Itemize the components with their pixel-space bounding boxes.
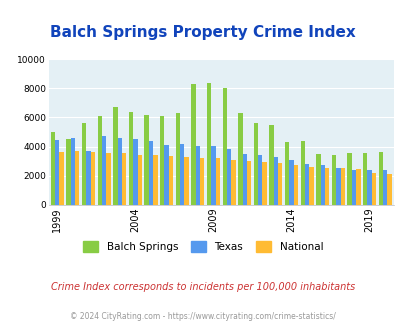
Bar xyxy=(179,144,184,205)
Bar xyxy=(90,152,95,205)
Bar xyxy=(331,155,335,205)
Bar xyxy=(289,160,293,205)
Bar xyxy=(153,154,157,205)
Bar xyxy=(195,146,200,205)
Bar xyxy=(242,154,246,205)
Bar xyxy=(70,138,75,205)
Bar xyxy=(207,82,211,205)
Bar xyxy=(231,160,235,205)
Bar xyxy=(113,107,117,205)
Bar xyxy=(371,173,375,205)
Bar xyxy=(106,153,111,205)
Bar xyxy=(51,132,55,205)
Bar xyxy=(315,154,320,205)
Bar xyxy=(184,157,188,205)
Bar xyxy=(293,165,297,205)
Bar xyxy=(117,138,121,205)
Bar xyxy=(226,149,231,205)
Bar xyxy=(273,157,277,205)
Bar xyxy=(258,155,262,205)
Bar xyxy=(277,163,282,205)
Bar xyxy=(55,140,60,205)
Bar xyxy=(75,151,79,205)
Bar xyxy=(284,142,289,205)
Bar xyxy=(128,112,133,205)
Bar xyxy=(238,113,242,205)
Bar xyxy=(137,154,142,205)
Bar xyxy=(215,158,220,205)
Bar xyxy=(367,171,371,205)
Bar xyxy=(200,158,204,205)
Bar xyxy=(351,170,355,205)
Bar xyxy=(122,153,126,205)
Legend: Balch Springs, Texas, National: Balch Springs, Texas, National xyxy=(83,241,322,252)
Bar xyxy=(211,146,215,205)
Bar xyxy=(66,139,70,205)
Bar xyxy=(304,164,309,205)
Bar xyxy=(164,145,168,205)
Bar xyxy=(246,161,251,205)
Bar xyxy=(355,169,360,205)
Bar xyxy=(335,168,340,205)
Text: Crime Index corresponds to incidents per 100,000 inhabitants: Crime Index corresponds to incidents per… xyxy=(51,282,354,292)
Bar xyxy=(133,139,137,205)
Bar xyxy=(175,113,179,205)
Bar xyxy=(222,88,226,205)
Bar xyxy=(97,116,102,205)
Bar xyxy=(60,152,64,205)
Bar xyxy=(324,168,328,205)
Bar xyxy=(86,151,90,205)
Bar xyxy=(269,125,273,205)
Bar xyxy=(362,153,367,205)
Bar xyxy=(144,115,149,205)
Bar xyxy=(191,84,195,205)
Bar xyxy=(168,156,173,205)
Bar xyxy=(386,174,391,205)
Text: © 2024 CityRating.com - https://www.cityrating.com/crime-statistics/: © 2024 CityRating.com - https://www.city… xyxy=(70,312,335,321)
Bar xyxy=(82,123,86,205)
Bar xyxy=(262,162,266,205)
Bar xyxy=(309,167,313,205)
Bar xyxy=(253,123,258,205)
Bar xyxy=(347,153,351,205)
Text: Balch Springs Property Crime Index: Balch Springs Property Crime Index xyxy=(50,25,355,41)
Bar xyxy=(378,152,382,205)
Bar xyxy=(102,136,106,205)
Bar xyxy=(340,168,344,205)
Bar xyxy=(300,142,304,205)
Bar xyxy=(160,116,164,205)
Bar xyxy=(382,171,386,205)
Bar xyxy=(320,165,324,205)
Bar xyxy=(149,142,153,205)
